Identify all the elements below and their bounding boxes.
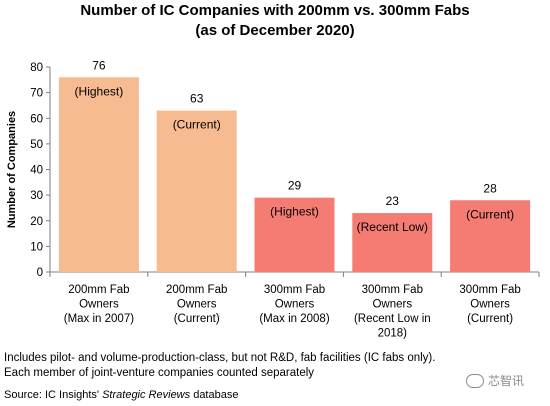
x-tick-label: 200mm Fab — [166, 284, 227, 296]
data-label: 29 — [288, 179, 302, 193]
x-tick-label: 300mm Fab — [362, 284, 423, 296]
watermark-text: 芯智讯 — [488, 374, 525, 388]
y-tick-label: 80 — [30, 62, 43, 74]
source-prefix: Source: IC Insights' — [4, 389, 103, 401]
x-tick-label: 300mm Fab — [459, 284, 520, 296]
data-label: 23 — [386, 194, 400, 208]
x-tick-label: 200mm Fab — [68, 284, 129, 296]
x-tick-label: Owners — [177, 299, 217, 311]
bar-annotation: (Highest) — [75, 84, 124, 98]
bar — [352, 213, 433, 272]
bar — [58, 77, 139, 272]
bar — [450, 200, 531, 272]
y-tick-label: 0 — [37, 267, 43, 279]
y-tick-label: 60 — [30, 113, 43, 125]
footnote-1: Includes pilot- and volume-production-cl… — [4, 352, 436, 364]
data-label: 63 — [190, 92, 204, 106]
y-tick-label: 30 — [30, 190, 43, 202]
y-axis-label: Number of Companies — [6, 111, 18, 228]
data-label: 28 — [483, 181, 497, 195]
x-tick-label: (Current) — [174, 313, 220, 325]
data-label: 76 — [92, 58, 106, 72]
x-tick-label: Owners — [470, 299, 510, 311]
x-tick-label: (Current) — [467, 313, 513, 325]
x-tick-label: (Recent Low in — [354, 313, 431, 325]
bar-annotation: (Highest) — [270, 205, 319, 219]
bar-chart: 0 10 20 30 40 50 60 70 80 Number of Companies 76 (H… — [6, 58, 540, 340]
source-suffix: database — [190, 389, 239, 401]
bar-annotation: (Recent Low) — [357, 220, 428, 234]
y-tick-label: 20 — [30, 216, 43, 228]
footnote-2: Each member of joint-venture companies c… — [4, 367, 315, 379]
y-tick-label: 10 — [30, 241, 43, 253]
x-tick-label: 300mm Fab — [264, 284, 325, 296]
source-italic: Strategic Reviews — [102, 389, 191, 401]
x-tick-label: Owners — [275, 299, 315, 311]
bar — [254, 197, 335, 272]
x-tick-label: 2018) — [378, 328, 408, 340]
bar-annotation: (Current) — [466, 207, 514, 221]
bar — [156, 110, 237, 272]
y-tick-label: 50 — [30, 139, 43, 151]
y-tick-label: 40 — [30, 165, 43, 177]
x-tick-label: (Max in 2007) — [64, 313, 134, 325]
x-tick-label: Owners — [372, 299, 412, 311]
bar-annotation: (Current) — [173, 118, 221, 132]
source-note: Source: IC Insights' Strategic Reviews d… — [4, 389, 238, 401]
chart-subtitle: (as of December 2020) — [195, 22, 355, 39]
x-tick-label: Owners — [79, 299, 119, 311]
chart-title: Number of IC Companies with 200mm vs. 30… — [80, 2, 470, 19]
watermark: 芯智讯 — [466, 372, 524, 389]
x-tick-label: (Max in 2008) — [259, 313, 329, 325]
y-tick-label: 70 — [30, 88, 43, 100]
wechat-icon — [466, 373, 484, 388]
